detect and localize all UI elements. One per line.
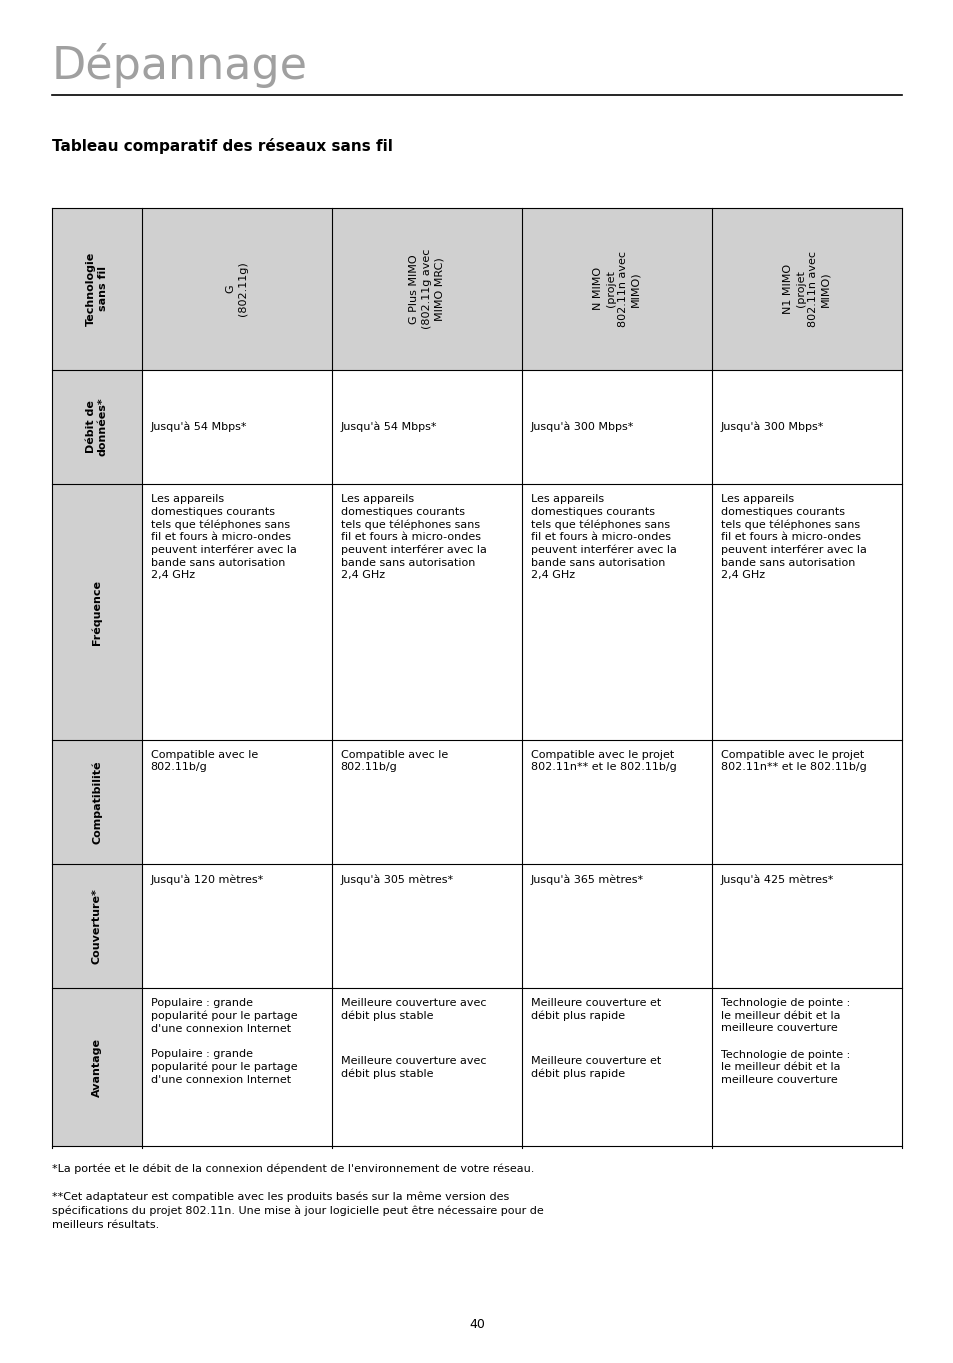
Text: Jusqu'à 120 mètres*: Jusqu'à 120 mètres* xyxy=(151,874,263,885)
Text: Débit de
données*: Débit de données* xyxy=(86,398,108,457)
Text: Avantage: Avantage xyxy=(91,1037,102,1097)
Bar xyxy=(52,369,141,484)
Text: Jusqu'à 300 Mbps*: Jusqu'à 300 Mbps* xyxy=(530,421,634,432)
Text: N1 MIMO
(projet
802.11n avec
MIMO): N1 MIMO (projet 802.11n avec MIMO) xyxy=(782,251,830,327)
Text: Meilleure couverture avec
débit plus stable: Meilleure couverture avec débit plus sta… xyxy=(340,1055,486,1078)
Text: **Cet adaptateur est compatible avec les produits basés sur la même version des
: **Cet adaptateur est compatible avec les… xyxy=(52,1191,543,1231)
Bar xyxy=(521,209,711,369)
Bar xyxy=(52,864,141,988)
Text: Populaire : grande
popularité pour le partage
d'une connexion Internet: Populaire : grande popularité pour le pa… xyxy=(151,1050,296,1085)
Text: Jusqu'à 54 Mbps*: Jusqu'à 54 Mbps* xyxy=(151,421,247,432)
Text: *La portée et le débit de la connexion dépendent de l'environnement de votre rés: *La portée et le débit de la connexion d… xyxy=(52,1163,534,1174)
Text: Les appareils
domestiques courants
tels que téléphones sans
fil et fours à micro: Les appareils domestiques courants tels … xyxy=(151,495,296,581)
Text: Les appareils
domestiques courants
tels que téléphones sans
fil et fours à micro: Les appareils domestiques courants tels … xyxy=(720,495,866,581)
Text: G Plus MIMO
(802.11g avec
MIMO MRC): G Plus MIMO (802.11g avec MIMO MRC) xyxy=(409,248,444,328)
Text: Technologie de pointe :
le meilleur débit et la
meilleure couverture: Technologie de pointe : le meilleur débi… xyxy=(720,998,849,1033)
Bar xyxy=(52,988,141,1146)
Bar xyxy=(141,209,332,369)
Text: Technologie
sans fil: Technologie sans fil xyxy=(86,252,108,326)
Text: Dépannage: Dépannage xyxy=(52,44,308,89)
Text: Jusqu'à 425 mètres*: Jusqu'à 425 mètres* xyxy=(720,874,834,885)
Bar xyxy=(52,484,141,740)
Text: Fréquence: Fréquence xyxy=(91,579,102,645)
Text: Meilleure couverture et
débit plus rapide: Meilleure couverture et débit plus rapid… xyxy=(530,1055,660,1078)
Text: Jusqu'à 305 mètres*: Jusqu'à 305 mètres* xyxy=(340,874,454,885)
Text: 40: 40 xyxy=(469,1318,484,1332)
Text: Compatible avec le projet
802.11n** et le 802.11b/g: Compatible avec le projet 802.11n** et l… xyxy=(720,750,865,773)
Text: Compatible avec le
802.11b/g: Compatible avec le 802.11b/g xyxy=(151,750,257,773)
Text: Meilleure couverture avec
débit plus stable: Meilleure couverture avec débit plus sta… xyxy=(340,998,486,1021)
Text: Jusqu'à 300 Mbps*: Jusqu'à 300 Mbps* xyxy=(720,421,823,432)
Bar xyxy=(332,209,521,369)
Text: Technologie de pointe :
le meilleur débit et la
meilleure couverture: Technologie de pointe : le meilleur débi… xyxy=(720,1050,849,1085)
Text: G
(802.11g): G (802.11g) xyxy=(225,262,248,316)
Text: Jusqu'à 54 Mbps*: Jusqu'à 54 Mbps* xyxy=(340,421,436,432)
Bar xyxy=(52,740,141,864)
Text: Compatible avec le
802.11b/g: Compatible avec le 802.11b/g xyxy=(340,750,447,773)
Text: Couverture*: Couverture* xyxy=(91,889,102,964)
Text: Les appareils
domestiques courants
tels que téléphones sans
fil et fours à micro: Les appareils domestiques courants tels … xyxy=(530,495,676,581)
Text: Les appareils
domestiques courants
tels que téléphones sans
fil et fours à micro: Les appareils domestiques courants tels … xyxy=(340,495,486,581)
Text: Meilleure couverture et
débit plus rapide: Meilleure couverture et débit plus rapid… xyxy=(530,998,660,1021)
Text: Jusqu'à 365 mètres*: Jusqu'à 365 mètres* xyxy=(530,874,643,885)
Text: Populaire : grande
popularité pour le partage
d'une connexion Internet: Populaire : grande popularité pour le pa… xyxy=(151,998,296,1033)
Bar xyxy=(52,209,141,369)
Bar xyxy=(711,209,902,369)
Text: Tableau comparatif des réseaux sans fil: Tableau comparatif des réseaux sans fil xyxy=(52,138,393,154)
Text: Compatible avec le projet
802.11n** et le 802.11b/g: Compatible avec le projet 802.11n** et l… xyxy=(530,750,676,773)
Text: N MIMO
(projet
802.11n avec
MIMO): N MIMO (projet 802.11n avec MIMO) xyxy=(593,251,639,327)
Text: Compatibilité: Compatibilité xyxy=(91,761,102,844)
